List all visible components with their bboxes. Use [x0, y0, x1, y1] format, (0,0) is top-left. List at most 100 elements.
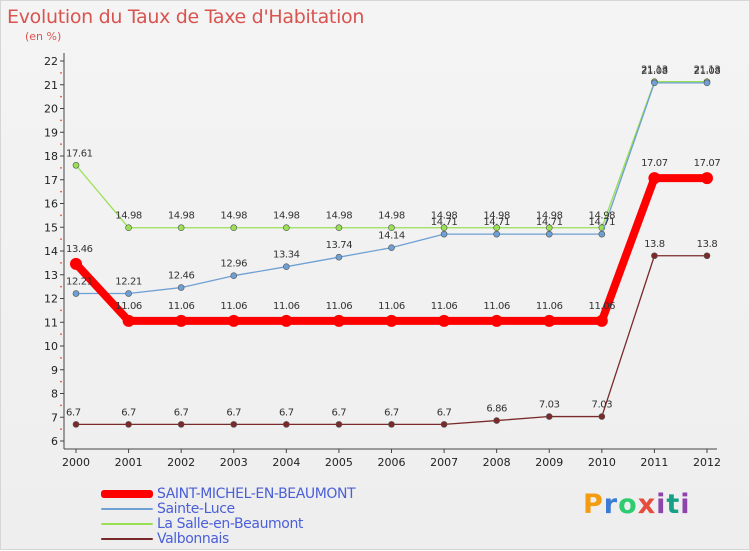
data-point-valbonnais: [651, 252, 658, 260]
data-point-saint-michel: [122, 314, 135, 327]
data-label-sainte-luce: 21.08: [641, 66, 668, 77]
legend-label: La Salle-en-Beaumont: [157, 515, 304, 532]
y-tick-label: 11: [44, 316, 58, 329]
legend-label: SAINT-MICHEL-EN-BEAUMONT: [157, 485, 356, 502]
data-label-valbonnais: 6.7: [437, 407, 452, 418]
data-label-la-salle: 14.98: [589, 211, 616, 222]
data-label-saint-michel: 11.06: [589, 301, 616, 312]
data-point-saint-michel: [543, 314, 556, 327]
data-label-la-salle: 21.13: [641, 65, 668, 76]
y-tick-label: 21: [44, 79, 58, 92]
data-label-valbonnais: 7.03: [591, 400, 612, 411]
proxiti-logo[interactable]: Proxiti: [583, 489, 691, 520]
data-label-saint-michel: 13.46: [66, 244, 93, 255]
y-tick-label: 6: [51, 435, 58, 448]
data-point-saint-michel: [227, 314, 240, 327]
y-tick-label: 14: [44, 245, 58, 258]
y-minor-tick: [60, 404, 62, 407]
legend-item-valbonnais[interactable]: Valbonnais: [101, 530, 355, 547]
data-point-la-salle: [125, 224, 132, 232]
data-point-la-salle: [440, 224, 448, 232]
x-tick-label: 2004: [272, 456, 300, 469]
data-label-sainte-luce: 14.14: [378, 231, 405, 242]
data-point-sainte-luce: [177, 284, 185, 291]
data-label-la-salle: 21.13: [694, 65, 721, 76]
data-point-sainte-luce: [651, 79, 658, 87]
y-minor-tick: [60, 333, 62, 336]
legend-swatch: [101, 537, 153, 540]
data-point-saint-michel: [438, 314, 451, 327]
series-line-sainte-luce: [75, 82, 708, 295]
data-label-la-salle: 14.98: [431, 211, 458, 222]
data-point-valbonnais: [598, 413, 606, 420]
legend-swatch: [101, 522, 153, 525]
legend-label: Sainte-Luce: [157, 500, 235, 517]
y-tick-label: 16: [44, 198, 58, 211]
data-point-sainte-luce: [230, 272, 238, 280]
data-point-sainte-luce: [388, 244, 395, 251]
data-label-la-salle: 14.98: [273, 211, 300, 222]
data-label-saint-michel: 11.06: [115, 301, 142, 312]
data-point-sainte-luce: [72, 290, 80, 297]
data-point-sainte-luce: [125, 290, 132, 297]
y-tick-label: 9: [51, 364, 58, 377]
data-point-saint-michel: [332, 314, 345, 327]
chart-subtitle: (en %): [25, 30, 62, 43]
data-label-saint-michel: 11.06: [326, 301, 353, 312]
data-point-valbonnais: [125, 421, 132, 428]
data-label-valbonnais: 6.7: [121, 407, 136, 418]
x-tick-label: 2011: [640, 456, 668, 469]
x-tick-label: 2005: [325, 456, 353, 469]
data-label-sainte-luce: 21.08: [694, 66, 721, 77]
data-point-valbonnais: [493, 417, 500, 424]
x-tick-label: 2012: [693, 456, 721, 469]
data-point-la-salle: [230, 224, 238, 232]
data-label-la-salle: 14.98: [326, 211, 353, 222]
x-tick-label: 2009: [535, 456, 563, 469]
data-label-saint-michel: 11.06: [536, 301, 563, 312]
data-point-saint-michel: [280, 314, 293, 327]
legend: SAINT-MICHEL-EN-BEAUMONT Sainte-Luce La …: [101, 485, 356, 547]
data-label-sainte-luce: 12.46: [168, 271, 195, 282]
legend-item-saint-michel[interactable]: SAINT-MICHEL-EN-BEAUMONT: [101, 485, 356, 502]
data-label-valbonnais: 6.7: [66, 407, 81, 418]
data-point-la-salle: [545, 224, 553, 232]
data-point-saint-michel: [701, 172, 713, 185]
data-label-valbonnais: 13.8: [697, 239, 718, 250]
y-tick-label: 22: [44, 55, 58, 68]
data-point-saint-michel: [490, 314, 503, 327]
y-minor-tick: [60, 95, 62, 98]
x-tick-label: 2007: [430, 456, 458, 469]
y-minor-tick: [60, 356, 62, 359]
data-label-valbonnais: 7.03: [539, 400, 560, 411]
data-label-saint-michel: 11.06: [483, 301, 510, 312]
y-tick-label: 7: [51, 411, 58, 424]
data-label-la-salle: 14.98: [220, 211, 247, 222]
data-label-la-salle: 14.98: [378, 211, 405, 222]
data-point-la-salle: [72, 161, 80, 169]
data-label-saint-michel: 11.06: [220, 301, 247, 312]
data-label-saint-michel: 11.06: [273, 301, 300, 312]
legend-item-sainte-luce[interactable]: Sainte-Luce: [101, 500, 355, 517]
y-minor-tick: [60, 119, 62, 122]
x-tick-label: 2002: [167, 456, 195, 469]
data-point-valbonnais: [545, 413, 553, 420]
data-point-valbonnais: [440, 421, 448, 428]
y-tick-label: 17: [44, 174, 58, 187]
data-label-sainte-luce: 12.21: [115, 277, 142, 288]
data-label-saint-michel: 17.07: [694, 158, 721, 169]
y-tick-label: 12: [44, 293, 58, 306]
legend-item-la-salle[interactable]: La Salle-en-Beaumont: [101, 515, 355, 532]
legend-label: Valbonnais: [157, 530, 229, 547]
data-label-saint-michel: 11.06: [378, 301, 405, 312]
y-tick-label: 10: [44, 340, 58, 353]
data-point-la-salle: [283, 224, 290, 232]
data-label-saint-michel: 11.06: [431, 301, 458, 312]
data-label-sainte-luce: 12.21: [66, 277, 93, 288]
data-label-sainte-luce: 14.71: [431, 217, 458, 228]
data-point-saint-michel: [595, 314, 608, 327]
data-point-sainte-luce: [703, 79, 711, 87]
data-label-valbonnais: 6.7: [226, 407, 241, 418]
y-minor-tick: [60, 190, 62, 193]
